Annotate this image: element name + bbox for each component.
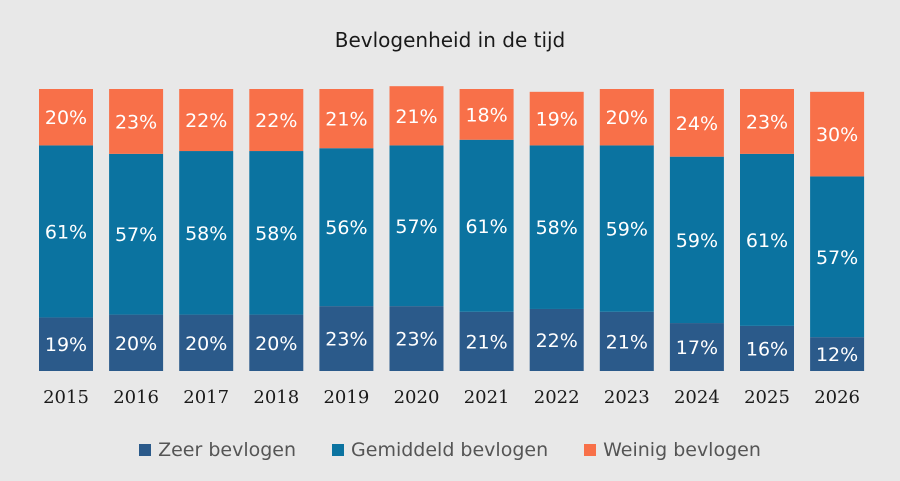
legend-item-gemiddeld-bevlogen: Gemiddeld bevlogen <box>332 439 548 461</box>
data-label-weinig-bevlogen-2026: 30% <box>816 124 858 146</box>
data-label-zeer-bevlogen-2023: 21% <box>606 331 648 353</box>
data-label-gemiddeld-bevlogen-2022: 58% <box>536 217 578 239</box>
bar-zeer-bevlogen-2018 <box>249 314 304 371</box>
bar-weinig-bevlogen-2018 <box>249 89 304 152</box>
data-label-zeer-bevlogen-2020: 23% <box>395 329 437 351</box>
data-label-zeer-bevlogen-2018: 20% <box>255 333 297 355</box>
bar-zeer-bevlogen-2026 <box>810 337 865 371</box>
data-label-gemiddeld-bevlogen-2016: 57% <box>115 224 157 246</box>
bar-gemiddeld-bevlogen-2017 <box>179 151 234 315</box>
x-tick-label-2023: 2023 <box>604 387 650 408</box>
data-label-weinig-bevlogen-2022: 19% <box>536 109 578 131</box>
data-label-gemiddeld-bevlogen-2015: 61% <box>45 221 87 243</box>
data-label-weinig-bevlogen-2016: 23% <box>115 111 157 133</box>
data-label-weinig-bevlogen-2025: 23% <box>746 111 788 133</box>
data-label-zeer-bevlogen-2015: 19% <box>45 334 87 356</box>
data-label-gemiddeld-bevlogen-2020: 57% <box>395 216 437 238</box>
data-label-gemiddeld-bevlogen-2017: 58% <box>185 223 227 245</box>
x-tick-label-2015: 2015 <box>43 387 89 408</box>
data-label-zeer-bevlogen-2021: 21% <box>465 331 507 353</box>
bar-weinig-bevlogen-2019 <box>319 89 374 149</box>
bar-weinig-bevlogen-2016 <box>109 89 164 154</box>
data-label-weinig-bevlogen-2019: 21% <box>325 109 367 131</box>
data-label-gemiddeld-bevlogen-2026: 57% <box>816 247 858 269</box>
chart-title: Bevlogenheid in de tijd <box>334 28 566 52</box>
legend-swatch-weinig-bevlogen <box>584 444 597 456</box>
data-label-gemiddeld-bevlogen-2023: 59% <box>606 219 648 241</box>
bar-gemiddeld-bevlogen-2018 <box>249 151 304 315</box>
data-label-zeer-bevlogen-2022: 22% <box>536 330 578 352</box>
x-tick-label-2017: 2017 <box>183 387 229 408</box>
data-label-zeer-bevlogen-2016: 20% <box>115 333 157 355</box>
bar-zeer-bevlogen-2023 <box>599 311 654 371</box>
bar-zeer-bevlogen-2025 <box>740 325 794 371</box>
data-label-gemiddeld-bevlogen-2018: 58% <box>255 223 297 245</box>
data-label-zeer-bevlogen-2019: 23% <box>325 329 367 351</box>
data-label-weinig-bevlogen-2015: 20% <box>45 107 87 129</box>
legend-item-zeer-bevlogen: Zeer bevlogen <box>139 439 296 461</box>
bar-zeer-bevlogen-2019 <box>319 306 374 371</box>
data-label-gemiddeld-bevlogen-2021: 61% <box>465 216 507 238</box>
data-label-weinig-bevlogen-2018: 22% <box>255 110 297 132</box>
bar-zeer-bevlogen-2015 <box>39 317 93 371</box>
bar-zeer-bevlogen-2020 <box>389 306 444 371</box>
bar-weinig-bevlogen-2023 <box>599 89 654 146</box>
bar-weinig-bevlogen-2021 <box>459 89 514 140</box>
bar-zeer-bevlogen-2017 <box>179 314 234 371</box>
bar-gemiddeld-bevlogen-2026 <box>810 176 865 338</box>
data-label-zeer-bevlogen-2017: 20% <box>185 333 227 355</box>
bar-gemiddeld-bevlogen-2022 <box>529 145 584 309</box>
bar-gemiddeld-bevlogen-2019 <box>319 148 374 307</box>
x-tick-label-2026: 2026 <box>814 387 860 408</box>
bar-zeer-bevlogen-2022 <box>529 308 584 371</box>
bar-weinig-bevlogen-2020 <box>389 86 444 146</box>
data-label-weinig-bevlogen-2023: 20% <box>606 107 648 129</box>
data-label-zeer-bevlogen-2026: 12% <box>816 344 858 366</box>
legend-swatch-zeer-bevlogen <box>139 444 152 456</box>
bar-weinig-bevlogen-2024 <box>669 89 724 157</box>
data-label-gemiddeld-bevlogen-2019: 56% <box>325 217 367 239</box>
legend-label-gemiddeld-bevlogen: Gemiddeld bevlogen <box>351 439 549 461</box>
x-tick-label-2025: 2025 <box>744 387 790 408</box>
bar-weinig-bevlogen-2015 <box>39 89 93 146</box>
data-label-gemiddeld-bevlogen-2024: 59% <box>676 230 718 252</box>
bar-gemiddeld-bevlogen-2015 <box>39 145 93 318</box>
bar-weinig-bevlogen-2017 <box>179 89 234 152</box>
legend-label-weinig-bevlogen: Weinig bevlogen <box>603 439 761 461</box>
bar-weinig-bevlogen-2025 <box>740 89 794 154</box>
data-label-gemiddeld-bevlogen-2025: 61% <box>746 230 788 252</box>
x-tick-label-2018: 2018 <box>253 387 299 408</box>
bar-zeer-bevlogen-2024 <box>669 323 724 371</box>
x-tick-label-2016: 2016 <box>113 387 159 408</box>
x-tick-label-2019: 2019 <box>323 387 369 408</box>
bar-weinig-bevlogen-2022 <box>529 91 584 146</box>
legend-label-zeer-bevlogen: Zeer bevlogen <box>158 439 297 461</box>
bar-zeer-bevlogen-2016 <box>109 314 164 371</box>
bar-zeer-bevlogen-2021 <box>459 311 514 371</box>
data-label-zeer-bevlogen-2025: 16% <box>746 338 788 360</box>
legend: Zeer bevlogen Gemiddeld bevlogen Weinig be… <box>0 439 900 461</box>
x-tick-label-2022: 2022 <box>534 387 580 408</box>
bar-gemiddeld-bevlogen-2025 <box>740 153 794 326</box>
bar-gemiddeld-bevlogen-2023 <box>599 145 654 312</box>
bar-gemiddeld-bevlogen-2016 <box>109 153 164 315</box>
legend-item-weinig-bevlogen: Weinig bevlogen <box>584 439 761 461</box>
x-tick-label-2020: 2020 <box>394 387 440 408</box>
bar-gemiddeld-bevlogen-2021 <box>459 139 514 312</box>
bar-gemiddeld-bevlogen-2024 <box>669 156 724 324</box>
legend-swatch-gemiddeld-bevlogen <box>332 444 345 456</box>
data-label-weinig-bevlogen-2020: 21% <box>395 106 437 128</box>
data-label-weinig-bevlogen-2017: 22% <box>185 110 227 132</box>
data-label-weinig-bevlogen-2024: 24% <box>676 113 718 135</box>
data-label-zeer-bevlogen-2024: 17% <box>676 337 718 359</box>
data-label-weinig-bevlogen-2021: 18% <box>465 104 507 126</box>
bar-weinig-bevlogen-2026 <box>810 91 865 177</box>
x-tick-label-2024: 2024 <box>674 387 720 408</box>
bar-gemiddeld-bevlogen-2020 <box>389 145 444 307</box>
x-tick-label-2021: 2021 <box>464 387 510 408</box>
